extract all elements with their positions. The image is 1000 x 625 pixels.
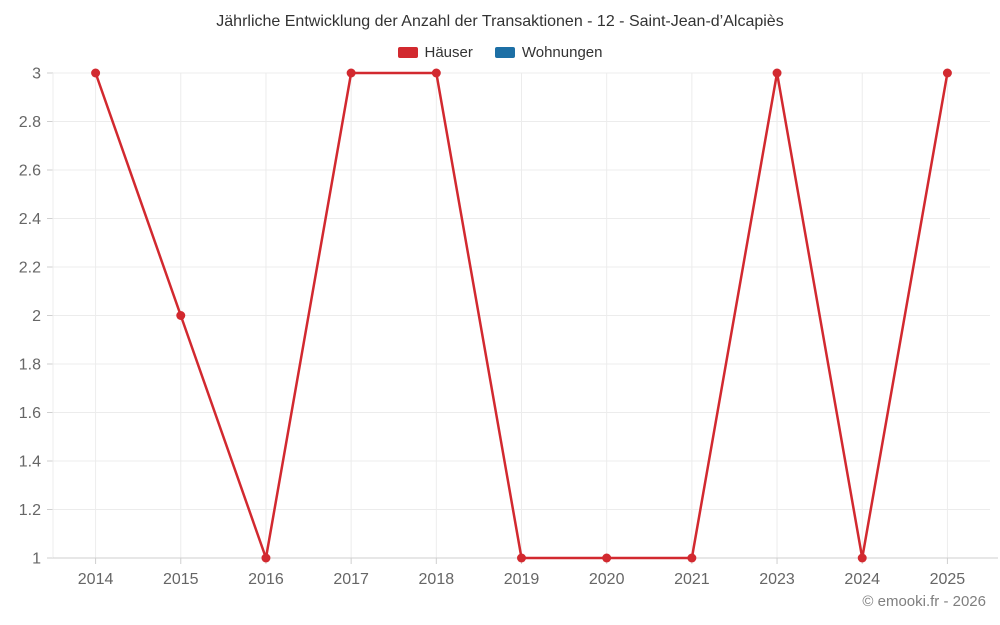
x-axis-label: 2018 bbox=[419, 571, 455, 588]
data-point-marker bbox=[346, 68, 356, 78]
legend-label-haeuser: Häuser bbox=[424, 44, 473, 61]
data-point-marker bbox=[772, 68, 782, 78]
data-point-marker bbox=[942, 68, 952, 78]
copyright-text: © emooki.fr - 2026 bbox=[862, 593, 986, 610]
data-point-marker bbox=[91, 68, 101, 78]
y-axis-label: 1.2 bbox=[19, 502, 41, 519]
y-axis-label: 1.4 bbox=[19, 454, 41, 471]
x-axis-label: 2016 bbox=[248, 571, 284, 588]
x-axis-label: 2014 bbox=[78, 571, 114, 588]
legend-swatch-wohnungen-icon bbox=[494, 47, 515, 58]
data-point-marker bbox=[857, 553, 867, 563]
chart-title: Jährliche Entwicklung der Anzahl der Tra… bbox=[216, 13, 784, 30]
legend-item-wohnungen[interactable]: Wohnungen bbox=[494, 44, 603, 61]
y-axis-label: 2 bbox=[32, 308, 41, 325]
y-axis-label: 2.2 bbox=[19, 260, 41, 277]
x-axis-label: 2020 bbox=[589, 571, 625, 588]
legend-swatch-haeuser-icon bbox=[397, 47, 418, 58]
y-axis-label: 3 bbox=[32, 66, 41, 83]
y-axis-label: 2.6 bbox=[19, 163, 41, 180]
x-axis-label: 2023 bbox=[759, 571, 795, 588]
x-axis-label: 2017 bbox=[333, 571, 369, 588]
x-axis-label: 2015 bbox=[163, 571, 199, 588]
y-axis-label: 1.8 bbox=[19, 357, 41, 374]
data-point-marker bbox=[176, 311, 186, 320]
data-point-marker bbox=[687, 553, 697, 563]
x-axis-label: 2024 bbox=[844, 571, 880, 588]
x-axis-label: 2025 bbox=[930, 571, 966, 588]
legend-label-wohnungen: Wohnungen bbox=[521, 44, 603, 61]
legend: Häuser Wohnungen bbox=[0, 44, 1000, 61]
y-axis-label: 2.4 bbox=[19, 211, 41, 228]
data-point-marker bbox=[431, 68, 441, 78]
x-axis-label: 2021 bbox=[674, 571, 710, 588]
y-axis-label: 2.8 bbox=[19, 114, 41, 131]
y-axis-label: 1 bbox=[32, 551, 41, 568]
data-point-marker bbox=[602, 553, 612, 563]
legend-item-haeuser[interactable]: Häuser bbox=[397, 44, 473, 61]
y-axis-label: 1.6 bbox=[19, 405, 41, 422]
data-point-marker bbox=[261, 553, 271, 563]
data-point-marker bbox=[517, 553, 526, 563]
x-axis-label: 2019 bbox=[504, 571, 540, 588]
